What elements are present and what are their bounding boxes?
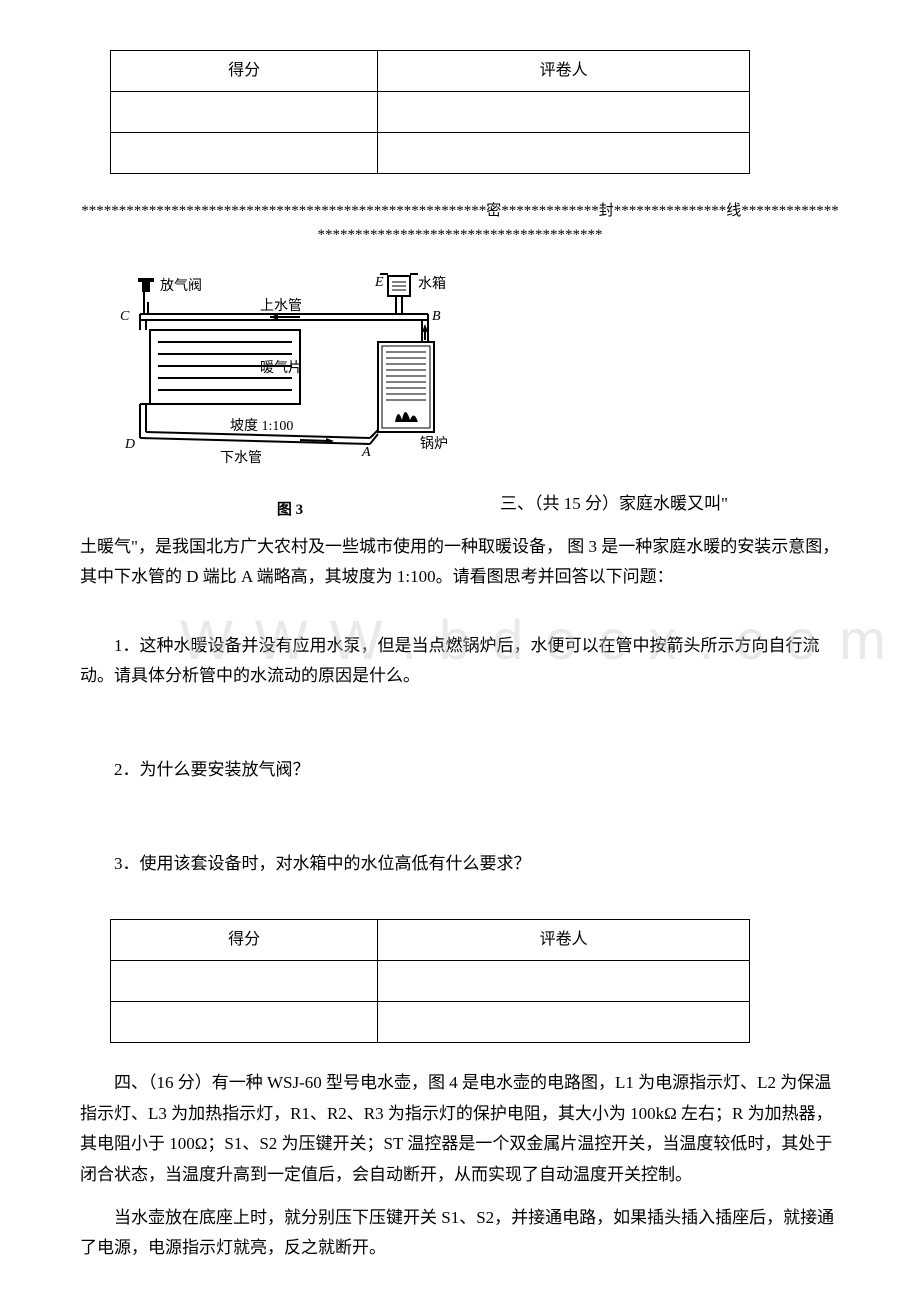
slope-label: 坡度 1:100: [230, 418, 293, 434]
grader-header: 评卷人: [378, 920, 750, 961]
grader-cell: [378, 961, 750, 1002]
score-cell: [111, 1002, 378, 1043]
score-table-2: 得分 评卷人: [110, 919, 750, 1043]
question-3-2: 2．为什么要安装放气阀？: [80, 755, 840, 786]
label-E: E: [374, 275, 384, 290]
section3-intro: 土暖气"，是我国北方广大农村及一些城市使用的一种取暖设备， 图 3 是一种家庭水…: [80, 532, 840, 593]
section4-para2: 当水壶放在底座上时，就分别压下压键开关 S1、S2，并接通电路，如果插头插入插座…: [80, 1203, 840, 1264]
section4-para1: 四、（16 分）有一种 WSJ-60 型号电水壶，图 4 是电水壶的电路图，L1…: [80, 1068, 840, 1190]
grader-header: 评卷人: [378, 51, 750, 92]
figure-caption: 图 3: [100, 497, 480, 524]
valve-label: 放气阀: [160, 278, 202, 294]
radiator-label: 暖气片: [260, 360, 302, 376]
boiler-label: 锅炉: [420, 436, 448, 452]
question-3-3: 3．使用该套设备时，对水箱中的水位高低有什么要求？: [80, 849, 840, 880]
label-C: C: [120, 309, 130, 324]
grader-cell: [378, 92, 750, 133]
seal-line: ****************************************…: [80, 199, 840, 247]
score-cell: [111, 961, 378, 1002]
score-table-1: 得分 评卷人: [110, 50, 750, 174]
question-3-1: 1．这种水暖设备并没有应用水泵，但是当点燃锅炉后，水便可以在管中按箭头所示方向自…: [80, 631, 840, 692]
heating-diagram: 放气阀 E 水箱 上水管 C B: [100, 272, 480, 524]
label-B: B: [432, 309, 441, 324]
score-cell: [111, 92, 378, 133]
tank-label: 水箱: [418, 276, 446, 292]
lower-pipe-label: 下水管: [220, 450, 262, 466]
section3-header: 三、（共 15 分）: [500, 494, 619, 513]
score-cell: [111, 133, 378, 174]
label-D: D: [124, 437, 135, 452]
upper-pipe-label: 上水管: [260, 298, 302, 314]
grader-cell: [378, 1002, 750, 1043]
score-header: 得分: [111, 920, 378, 961]
score-header: 得分: [111, 51, 378, 92]
section3-intro-first: 家庭水暖又叫": [619, 494, 728, 513]
label-A: A: [361, 445, 371, 460]
grader-cell: [378, 133, 750, 174]
